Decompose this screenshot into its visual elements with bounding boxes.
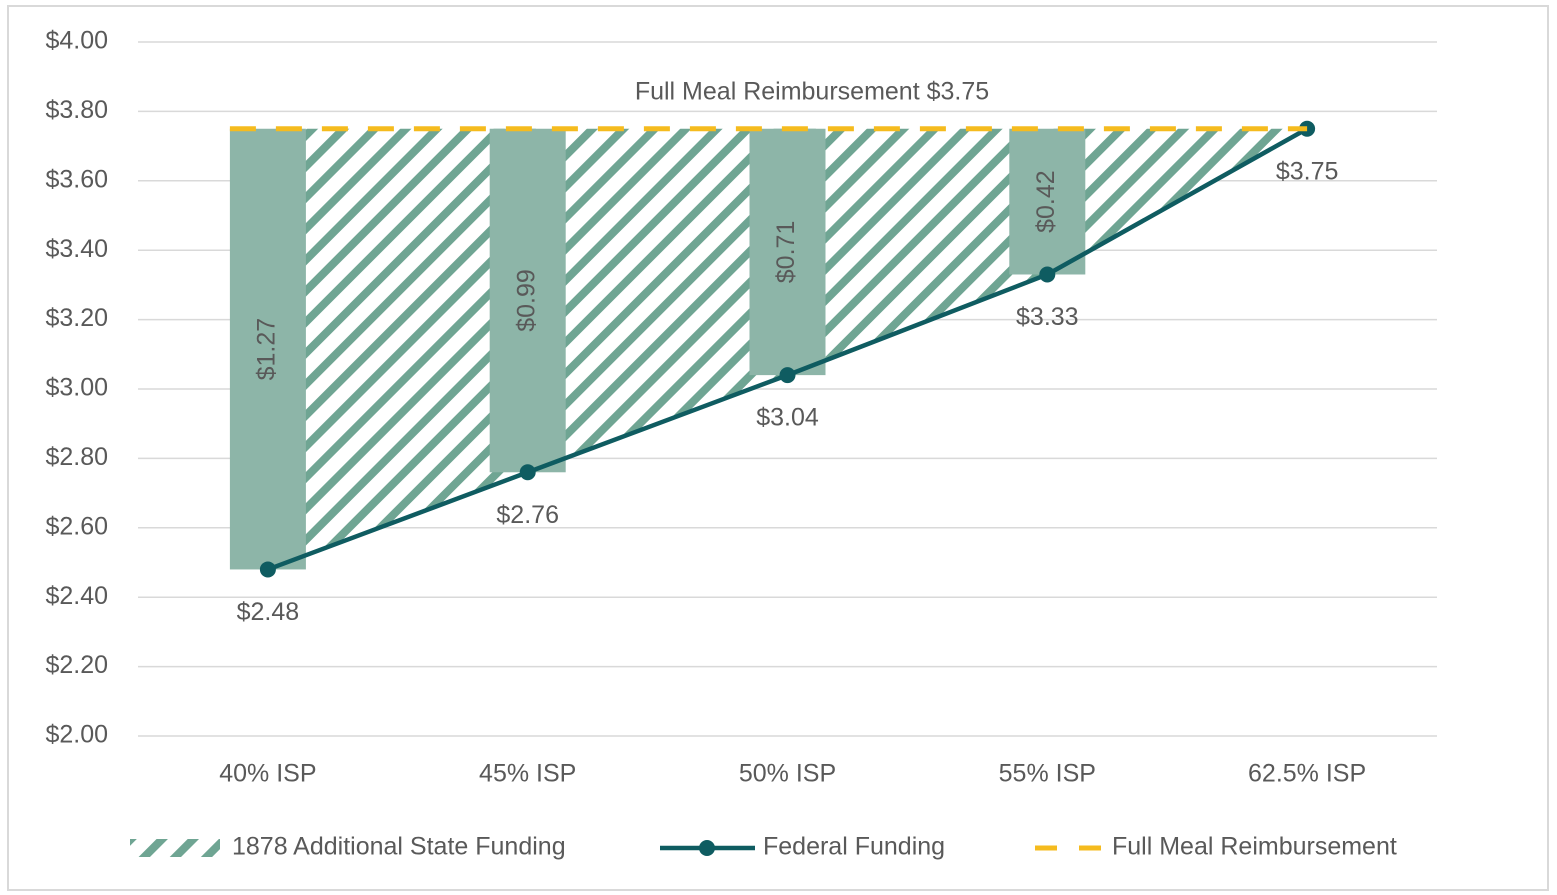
x-tick-label: 40% ISP xyxy=(219,760,316,788)
annotation: Full Meal Reimbursement $3.75 xyxy=(635,77,989,105)
data-label: $1.27 xyxy=(253,318,281,381)
x-tick-label: 45% ISP xyxy=(479,760,576,788)
data-label: $2.48 xyxy=(237,598,300,626)
data-label: $0.42 xyxy=(1032,170,1060,233)
legend-label: Federal Funding xyxy=(763,833,945,861)
y-tick-label: $3.80 xyxy=(45,96,108,124)
bar xyxy=(1009,128,1086,275)
y-tick-label: $3.20 xyxy=(45,304,108,332)
y-tick-label: $2.80 xyxy=(45,443,108,471)
y-tick-label: $2.00 xyxy=(45,721,108,749)
data-label: $0.99 xyxy=(512,269,540,332)
x-tick-label: 50% ISP xyxy=(739,760,836,788)
y-tick-label: $3.00 xyxy=(45,374,108,402)
y-tick-label: $2.40 xyxy=(45,582,108,610)
y-tick-label: $4.00 xyxy=(45,27,108,55)
y-tick-label: $2.20 xyxy=(45,651,108,679)
y-tick-label: $3.40 xyxy=(45,235,108,263)
marker xyxy=(259,561,276,578)
bar xyxy=(489,128,566,473)
x-tick-label: 55% ISP xyxy=(999,760,1096,788)
legend-marker xyxy=(699,840,715,856)
data-label: $0.71 xyxy=(772,221,800,284)
marker xyxy=(519,464,536,481)
marker xyxy=(1039,266,1056,283)
bar xyxy=(229,128,306,570)
y-tick-label: $3.60 xyxy=(45,165,108,193)
y-tick-label: $2.60 xyxy=(45,512,108,540)
x-tick-label: 62.5% ISP xyxy=(1248,760,1366,788)
legend-swatch xyxy=(130,839,220,857)
legend-label: 1878 Additional State Funding xyxy=(232,833,566,861)
data-label: $2.76 xyxy=(496,501,559,529)
bar xyxy=(749,128,826,376)
data-label: $3.33 xyxy=(1016,303,1079,331)
data-label: $3.75 xyxy=(1276,157,1339,185)
marker xyxy=(779,367,796,384)
legend-label: Full Meal Reimbursement xyxy=(1112,833,1397,861)
data-label: $3.04 xyxy=(756,404,819,432)
